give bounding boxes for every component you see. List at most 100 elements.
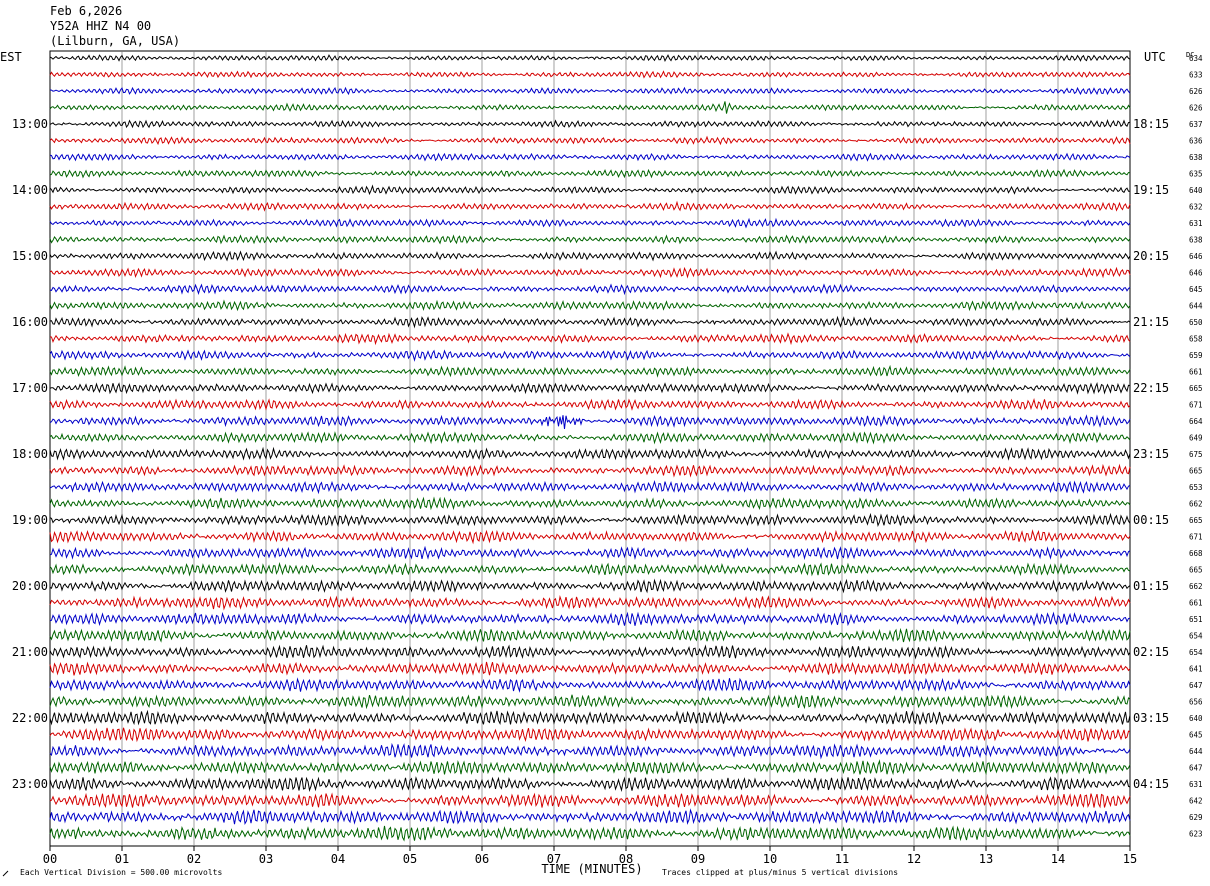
plot-frame: [49, 50, 1131, 847]
utc-hour-label: 02:15: [1133, 645, 1169, 659]
seismic-trace: [49, 398, 1131, 411]
station-location: (Lilburn, GA, USA): [50, 34, 181, 48]
seismic-trace: [49, 529, 1131, 545]
dc-offset-label: 637: [1189, 120, 1203, 129]
seismic-trace: [49, 70, 1131, 79]
est-hour-label: 23:00: [12, 777, 48, 791]
dc-offset-label: 668: [1189, 549, 1203, 558]
dc-offset-label: 659: [1189, 351, 1203, 360]
seismic-trace: [49, 54, 1131, 63]
seismic-trace: [49, 299, 1131, 312]
seismic-trace: [49, 512, 1131, 528]
dc-offset-label: 638: [1189, 236, 1203, 245]
est-axis-label: EST: [0, 50, 22, 64]
dc-offset-label: 653: [1189, 483, 1203, 492]
dc-offset-label: 645: [1189, 731, 1203, 740]
dc-offset-label: 644: [1189, 302, 1203, 311]
dc-offset-label: 661: [1189, 368, 1203, 377]
dc-header-label: DC: [1186, 51, 1194, 59]
utc-hour-label: 22:15: [1133, 381, 1169, 395]
dc-offset-label: 671: [1189, 533, 1203, 542]
dc-offset-label: 649: [1189, 434, 1203, 443]
seismic-trace: [49, 480, 1131, 495]
seismic-trace: [49, 661, 1131, 676]
dc-offset-label: 634: [1189, 54, 1203, 63]
x-tick-label: 09: [691, 852, 705, 866]
dc-offset-label: 650: [1189, 318, 1203, 327]
x-tick-label: 01: [115, 852, 129, 866]
corner-mark: [2, 870, 9, 877]
dc-offset-label: 640: [1189, 186, 1203, 195]
dc-offset-label: 629: [1189, 813, 1203, 822]
dc-offset-label: 661: [1189, 599, 1203, 608]
seismic-trace: [49, 266, 1131, 279]
seismic-trace: [49, 742, 1131, 760]
dc-offset-label: 646: [1189, 269, 1203, 278]
seismic-trace: [49, 119, 1131, 129]
seismic-trace: [49, 545, 1131, 560]
seismic-trace: [49, 217, 1131, 229]
dc-offset-label: 675: [1189, 450, 1203, 459]
seismic-trace: [49, 709, 1131, 726]
est-hour-label: 17:00: [12, 381, 48, 395]
dc-offset-label: 631: [1189, 219, 1203, 228]
seismic-trace: [49, 414, 1131, 430]
dc-offset-label: 656: [1189, 698, 1203, 707]
dc-offset-label: 665: [1189, 467, 1203, 476]
est-hour-label: 13:00: [12, 117, 48, 131]
seismic-trace: [49, 364, 1131, 378]
utc-hour-label: 19:15: [1133, 183, 1169, 197]
seismic-trace: [49, 562, 1131, 577]
dc-offset-label: 632: [1189, 203, 1203, 212]
x-tick-label: 03: [259, 852, 273, 866]
seismic-trace: [49, 332, 1131, 346]
seismic-trace: [49, 611, 1131, 627]
seismic-trace: [49, 315, 1131, 329]
x-axis-title: TIME (MINUTES): [541, 862, 642, 876]
x-tick-label: 15: [1123, 852, 1137, 866]
x-tick-label: 04: [331, 852, 345, 866]
utc-axis-label: UTC: [1144, 50, 1166, 64]
clip-note: Traces clipped at plus/minus 5 vertical …: [662, 868, 898, 877]
seismic-trace: [49, 463, 1131, 478]
utc-hour-label: 00:15: [1133, 513, 1169, 527]
seismic-trace: [49, 677, 1131, 693]
dc-offset-label: 665: [1189, 516, 1203, 525]
seismic-trace: [49, 759, 1131, 776]
seismic-trace: [49, 135, 1131, 146]
helicorder-date: Feb 6,2026: [50, 4, 123, 18]
est-hour-label: 22:00: [12, 711, 48, 725]
dc-offset-label: 665: [1189, 566, 1203, 575]
dc-offset-label: 662: [1189, 500, 1203, 509]
est-hour-label: 16:00: [12, 315, 48, 329]
utc-hour-label: 18:15: [1133, 117, 1169, 131]
x-tick-label: 12: [907, 852, 921, 866]
vertical-scale-note: Each Vertical Division = 500.00 microvol…: [20, 868, 222, 877]
utc-hour-label: 21:15: [1133, 315, 1169, 329]
seismic-trace: [49, 578, 1131, 594]
dc-offset-label: 671: [1189, 401, 1203, 410]
seismic-trace: [49, 200, 1131, 212]
x-tick-label: 05: [403, 852, 417, 866]
seismic-trace: [49, 446, 1131, 461]
seismic-trace: [49, 644, 1131, 660]
dc-offset-label: 631: [1189, 780, 1203, 789]
x-tick-label: 10: [763, 852, 777, 866]
dc-offset-label: 633: [1189, 71, 1203, 80]
dc-offset-label: 658: [1189, 335, 1203, 344]
dc-offset-label: 647: [1189, 681, 1203, 690]
dc-offset-label: 642: [1189, 797, 1203, 806]
dc-offset-label: 623: [1189, 830, 1203, 839]
seismic-trace: [49, 808, 1131, 826]
dc-offset-label: 644: [1189, 747, 1203, 756]
dc-offset-label: 640: [1189, 714, 1203, 723]
est-hour-label: 20:00: [12, 579, 48, 593]
x-tick-label: 02: [187, 852, 201, 866]
seismic-trace: [49, 86, 1131, 96]
dc-offset-label: 626: [1189, 104, 1203, 113]
x-tick-label: 14: [1051, 852, 1065, 866]
seismic-trace: [49, 792, 1131, 809]
dc-offset-label: 651: [1189, 615, 1203, 624]
est-hour-label: 21:00: [12, 645, 48, 659]
